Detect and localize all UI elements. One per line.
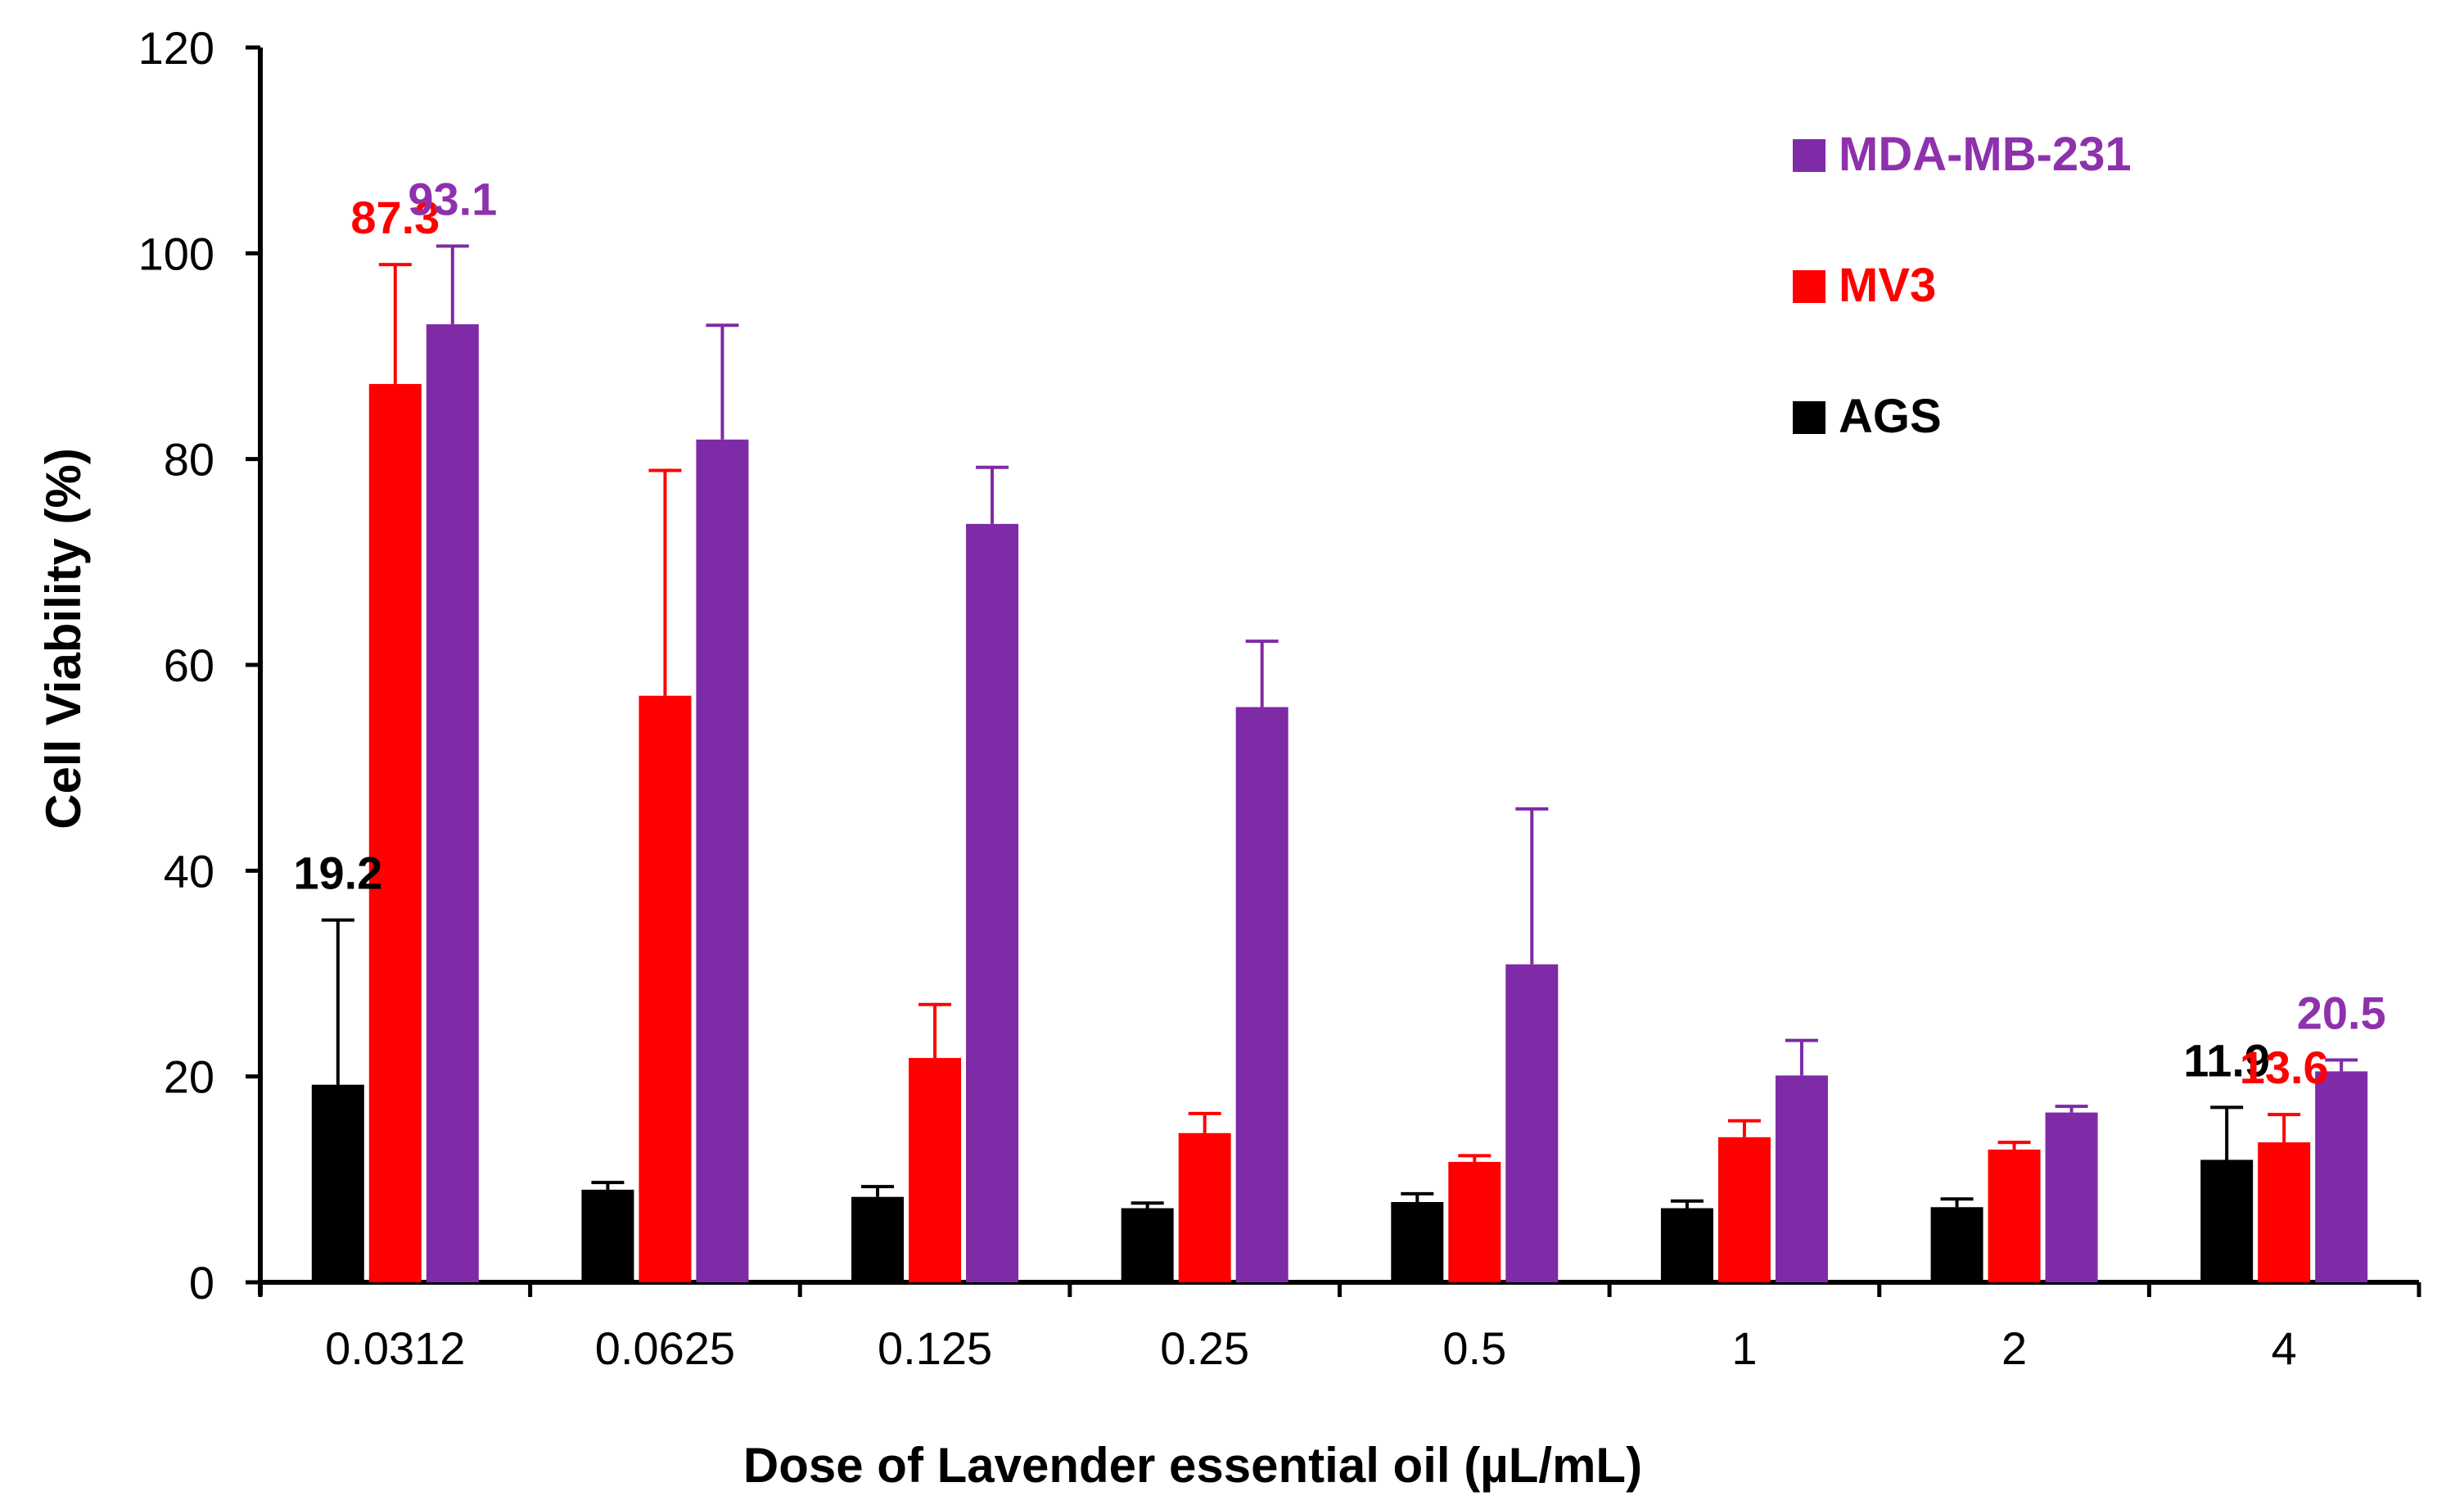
data-label: 20.5 [2297, 988, 2386, 1039]
bar-mda-mb-231 [696, 439, 749, 1282]
y-tick-label: 0 [189, 1257, 214, 1308]
y-axis-title: Cell Viability (%) [36, 448, 91, 829]
legend-swatch [1793, 139, 1825, 172]
legend-label: MDA-MB-231 [1839, 128, 2132, 181]
x-tick-label: 4 [2272, 1322, 2297, 1374]
x-tick-label: 0.0312 [325, 1322, 465, 1374]
data-labels: 19.2 11.9 87.3 13.6 93.1 20.5 [293, 174, 2385, 1094]
bar-ags [2200, 1159, 2254, 1282]
y-tick-label: 20 [164, 1051, 214, 1103]
data-label: 19.2 [293, 847, 382, 899]
bar-ags [1930, 1207, 1983, 1282]
data-label: 13.6 [2240, 1042, 2329, 1093]
bar-ags [581, 1189, 634, 1282]
bar-mv3 [1178, 1132, 1231, 1282]
legend-label: AGS [1839, 390, 1942, 443]
bar-mda-mb-231 [2315, 1071, 2368, 1282]
legend-swatch [1793, 270, 1825, 303]
bar-series [311, 244, 2368, 1283]
bar-mv3 [909, 1058, 962, 1282]
legend: MDA-MB-231 MV3 AGS [1793, 128, 2132, 443]
bar-ags [1391, 1201, 1444, 1282]
x-axis: 0.0312 0.0625 0.125 0.25 0.5 1 2 4 [258, 1280, 2421, 1374]
x-tick-label: 0.125 [878, 1322, 992, 1374]
bar-mda-mb-231 [1505, 964, 1559, 1282]
bar-mda-mb-231 [426, 324, 479, 1282]
x-tick-label: 0.5 [1442, 1322, 1506, 1374]
bar-mv3 [2258, 1142, 2311, 1282]
y-tick-label: 100 [138, 228, 214, 279]
bar-mda-mb-231 [1235, 707, 1288, 1282]
x-tick-label: 1 [1731, 1322, 1757, 1374]
bar-ags [851, 1196, 905, 1282]
x-tick-label: 0.0625 [595, 1322, 735, 1374]
bar-mda-mb-231 [2045, 1112, 2098, 1282]
legend-swatch [1793, 401, 1825, 434]
data-label: 87.3 [350, 192, 440, 243]
bar-ags [1660, 1208, 1713, 1282]
data-label: 11.9 [2183, 1034, 2270, 1086]
bar-mv3 [1448, 1161, 1501, 1282]
legend-label: MV3 [1839, 259, 1936, 312]
x-tick-label: 2 [2001, 1322, 2027, 1374]
x-tick-label: 0.25 [1160, 1322, 1249, 1374]
y-tick-label: 120 [138, 22, 214, 74]
bar-ags [311, 1084, 364, 1282]
bar-mv3 [368, 383, 422, 1283]
y-tick-label: 60 [164, 640, 214, 691]
bar-mv3 [1717, 1137, 1771, 1282]
x-axis-title: Dose of Lavender essential oil (µL/mL) [743, 1438, 1642, 1493]
bar-mv3 [1988, 1149, 2041, 1282]
bar-ags [1121, 1208, 1174, 1282]
bar-mda-mb-231 [966, 523, 1019, 1282]
y-axis: 0 20 40 60 80 100 120 [138, 22, 263, 1308]
bar-mv3 [639, 695, 692, 1282]
data-label: 93.1 [408, 174, 497, 225]
bar-mda-mb-231 [1775, 1075, 1828, 1282]
y-tick-label: 80 [164, 434, 214, 486]
y-tick-label: 40 [164, 845, 214, 897]
